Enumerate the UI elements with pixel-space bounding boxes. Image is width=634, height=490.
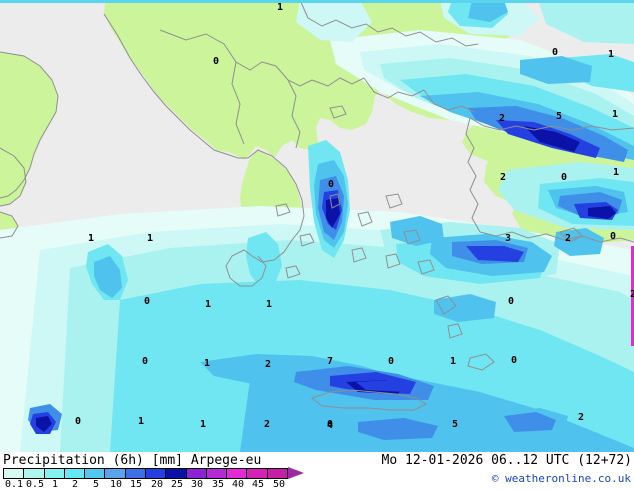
coastline-layer — [0, 0, 634, 411]
legend-swatch-6[interactable] — [124, 469, 145, 478]
legend-tick-labels: 0.1 0.5 1 2 5 10 15 20 25 30 35 40 45 50 — [3, 479, 303, 490]
precip-value-label: 1 — [266, 299, 273, 310]
precip-value-label: 1 — [205, 299, 212, 310]
legend-tick-20: 20 — [151, 479, 164, 490]
precip-value-label: 3 — [505, 233, 512, 244]
legend-tick-1: 1 — [52, 479, 59, 490]
legend-swatch-3[interactable] — [63, 469, 85, 478]
forecast-timestamp: Mo 12-01-2026 06..12 UTC (12+72) — [381, 453, 632, 468]
precip-value-label: 0 — [213, 56, 220, 67]
precip-value-label: 0 — [75, 416, 82, 427]
precip-value-label: 4 — [327, 420, 334, 431]
legend-swatch-13[interactable] — [266, 469, 287, 478]
precip-value-label: 2 — [500, 172, 507, 183]
precip-value-label: 7 — [327, 356, 334, 367]
precip-value-label: 2 — [264, 419, 271, 430]
extreme-precip-edge — [631, 246, 634, 346]
precip-value-label: 1 — [612, 109, 619, 120]
legend-tick-10: 10 — [110, 479, 123, 490]
legend-tick-50: 50 — [273, 479, 286, 490]
legend-tick-5: 5 — [93, 479, 100, 490]
color-legend[interactable]: 0.1 0.5 1 2 5 10 15 20 25 30 35 40 45 50 — [3, 467, 304, 490]
legend-swatch-5[interactable] — [104, 469, 125, 478]
precip-value-label: 2 — [630, 289, 634, 300]
precip-value-label: 0 — [511, 355, 518, 366]
chart-title: Precipitation (6h) [mm] Arpege-eu — [3, 453, 262, 468]
legend-swatch-0[interactable] — [4, 469, 24, 478]
legend-tick-35: 35 — [212, 479, 225, 490]
copyright-credit: © weatheronline.co.uk — [491, 472, 631, 485]
precip-value-label: 1 — [204, 358, 211, 369]
legend-tick-0.1: 0.1 — [5, 479, 24, 490]
precip-value-label: 0 — [328, 179, 335, 190]
legend-tick-2: 2 — [72, 479, 79, 490]
legend-swatch-8[interactable] — [165, 469, 186, 478]
precip-value-label: 0 — [552, 47, 559, 58]
legend-tick-40: 40 — [232, 479, 245, 490]
map-canvas — [0, 0, 634, 452]
precip-value-label: 0 — [388, 356, 395, 367]
precip-value-label: 0 — [142, 356, 149, 367]
precip-value-label: 0 — [144, 296, 151, 307]
legend-color-bar[interactable] — [3, 468, 288, 479]
precip-value-label: 2 — [578, 412, 585, 423]
legend-tick-30: 30 — [191, 479, 204, 490]
precip-value-label: 2 — [499, 113, 506, 124]
precip-value-label: 0 — [508, 296, 515, 307]
precip-value-label: 5 — [452, 419, 459, 430]
precip-value-label: 0 — [327, 419, 334, 430]
precip-value-label: 1 — [277, 2, 284, 13]
legend-swatch-4[interactable] — [84, 469, 105, 478]
legend-tick-0.5: 0.5 — [26, 479, 45, 490]
precip-value-label: 2 — [565, 233, 572, 244]
precipitation-layer — [0, 0, 634, 452]
map-top-strip — [0, 0, 634, 3]
legend-swatch-11[interactable] — [226, 469, 247, 478]
precip-value-label: 1 — [608, 49, 615, 60]
legend-swatch-10[interactable] — [205, 469, 227, 478]
legend-swatch-2[interactable] — [43, 469, 64, 478]
precip-value-label: 1 — [200, 419, 207, 430]
legend-overflow-arrow-icon — [288, 467, 304, 479]
legend-swatch-9[interactable] — [185, 469, 206, 478]
precip-value-label: 1 — [138, 416, 145, 427]
precip-value-label: 1 — [147, 233, 154, 244]
legend-swatch-1[interactable] — [23, 469, 44, 478]
legend-tick-25: 25 — [171, 479, 184, 490]
precip-value-label: 1 — [88, 233, 95, 244]
legend-tick-15: 15 — [130, 479, 143, 490]
map-footer: Precipitation (6h) [mm] Arpege-eu Mo 12-… — [0, 452, 634, 490]
legend-swatch-7[interactable] — [144, 469, 166, 478]
legend-swatch-12[interactable] — [246, 469, 267, 478]
precip-value-label: 1 — [450, 356, 457, 367]
legend-tick-45: 45 — [252, 479, 265, 490]
precip-value-label: 1 — [613, 167, 620, 178]
precip-value-label: 2 — [265, 359, 272, 370]
precip-value-label: 5 — [556, 111, 563, 122]
precip-value-label: 0 — [610, 231, 617, 242]
precip-value-label: 0 — [561, 172, 568, 183]
